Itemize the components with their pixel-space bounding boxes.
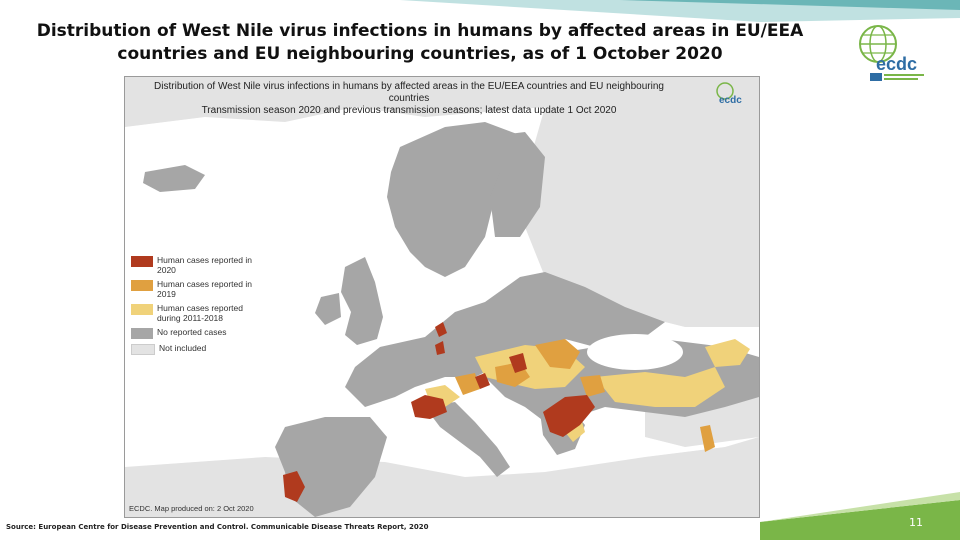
bottom-accent: [760, 492, 960, 540]
iberia: [275, 417, 387, 517]
globe-icon: [859, 25, 897, 63]
map-legend: Human cases reported in 2020 Human cases…: [131, 255, 261, 359]
top-accent-stripe: [0, 0, 960, 22]
legend-swatch-2020: [131, 256, 153, 267]
source-citation: Source: European Centre for Disease Prev…: [6, 523, 429, 531]
legend-item-2020: Human cases reported in 2020: [131, 255, 261, 275]
not-included-east: [525, 107, 759, 327]
inner-ecdc-logo: ecdc: [716, 82, 742, 106]
italy: [425, 402, 510, 477]
legend-label-2019: Human cases reported in 2019: [157, 279, 252, 299]
legend-swatch-no-cases: [131, 328, 153, 339]
logo-text: ecdc: [876, 54, 917, 74]
legend-label-no-cases: No reported cases: [157, 327, 227, 337]
black-sea: [587, 334, 683, 370]
not-included-north: [125, 77, 759, 137]
legend-swatch-2011-2018: [131, 304, 153, 315]
legend-item-2019: Human cases reported in 2019: [131, 279, 261, 299]
ireland: [315, 293, 341, 325]
cases-2020-areas: [283, 322, 595, 502]
map-panel: Distribution of West Nile virus infectio…: [124, 76, 760, 518]
legend-label-2020: Human cases reported in 2020: [157, 255, 252, 275]
slide-title: Distribution of West Nile virus infectio…: [36, 21, 804, 64]
ecdc-logo: ecdc: [859, 25, 924, 81]
finland: [485, 132, 545, 237]
map-credit: ECDC. Map produced on: 2 Oct 2020: [129, 504, 254, 513]
europe-map: [125, 77, 759, 517]
slide-number: 11: [909, 516, 923, 529]
not-included-africa: [125, 437, 759, 517]
central-europe: [345, 272, 665, 407]
scandinavia: [387, 122, 525, 277]
map-title-line-2: Transmission season 2020 and previous tr…: [201, 105, 617, 116]
iceland: [143, 165, 205, 192]
uk: [341, 257, 383, 345]
map-title-line-1: Distribution of West Nile virus infectio…: [154, 81, 664, 104]
legend-swatch-not-included: [131, 344, 155, 355]
legend-label-2011-2018: Human cases reported during 2011-2018: [157, 303, 243, 323]
legend-label-not-included: Not included: [159, 343, 207, 353]
map-title: Distribution of West Nile virus infectio…: [139, 81, 679, 117]
legend-item-no-cases: No reported cases: [131, 327, 261, 339]
legend-swatch-2019: [131, 280, 153, 291]
legend-item-2011-2018: Human cases reported during 2011-2018: [131, 303, 261, 323]
inner-logo-text: ecdc: [719, 95, 742, 106]
legend-item-not-included: Not included: [131, 343, 261, 355]
